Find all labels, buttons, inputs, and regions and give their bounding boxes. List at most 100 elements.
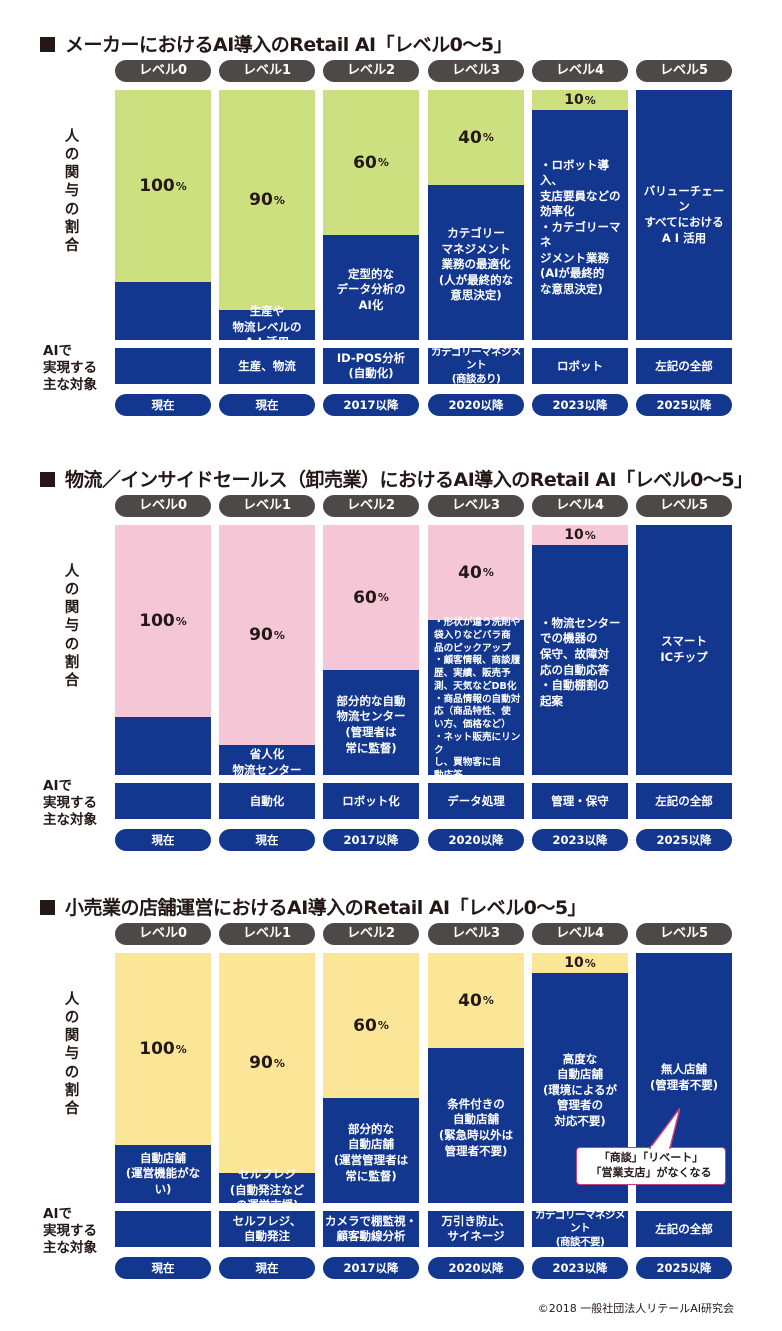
ai-target-cell: 左記の全部 [636, 1211, 732, 1247]
year-label: 2017以降 [323, 394, 419, 416]
ai-share-bar: 60% 定型的な データ分析の AI化 [323, 90, 419, 340]
ai-target-row-label: AIで 実現する 主な対象 [43, 778, 97, 828]
ai-target-cell: 管理・保守 [532, 783, 628, 819]
ai-description: ・形状が違う洗剤や 袋入りなどバラ商 品のピックアップ ・顧客情報、商談履 歴、… [434, 617, 521, 782]
level-label: レベル0 [115, 60, 211, 82]
year-label: 現在 [115, 1257, 211, 1279]
human-share-value: 100 [139, 176, 175, 196]
ai-description: 部分的な 自動店舗 (運営管理者は 常に監督) [333, 1121, 409, 1183]
year-label: 現在 [115, 829, 211, 851]
percent-sign: % [175, 1042, 187, 1056]
percent-sign: % [584, 93, 596, 107]
level-label: レベル1 [219, 495, 315, 517]
ai-target-cell: ロボット [532, 348, 628, 384]
level-label: レベル0 [115, 495, 211, 517]
year-label: 2020以降 [428, 394, 524, 416]
year-label: 2023以降 [532, 1257, 628, 1279]
ai-description: 定型的な データ分析の AI化 [336, 266, 406, 312]
callout-line-2: 「営業支店」がなくなる [590, 1166, 712, 1180]
human-share-bar: 10% [532, 953, 628, 973]
section-title: 物流／インサイドセールス（卸売業）におけるAI導入のRetail AI「レベル0… [40, 465, 753, 492]
ai-target-cell: ロボット化 [323, 783, 419, 819]
year-label: 2025以降 [636, 1257, 732, 1279]
ai-target-cell: ID-POS分析 (自動化) [323, 348, 419, 384]
ai-target-cell [115, 348, 211, 384]
ai-description: 省人化 物流センター [232, 746, 302, 777]
ai-target-cell: カメラで棚監視・ 顧客動線分析 [323, 1211, 419, 1247]
ai-description: 条件付きの 自動店舗 (緊急時以外は 管理者不要) [438, 1096, 514, 1158]
year-label: 2020以降 [428, 1257, 524, 1279]
human-share-axis-label: 人 の 関 与 の 割 合 [64, 129, 80, 254]
ai-target-cell [115, 1211, 211, 1247]
year-label: 2025以降 [636, 829, 732, 851]
year-label: 2025以降 [636, 394, 732, 416]
callout-line-1: 「商談」「リベート」 [598, 1151, 704, 1164]
ai-target-row-label: AIで 実現する 主な対象 [43, 343, 97, 393]
ai-description: 生産や 物流レベルの A I 活用 [232, 304, 302, 350]
human-share-bar: 40% [428, 525, 524, 620]
human-share-value: 90 [249, 190, 273, 210]
level-label: レベル1 [219, 923, 315, 945]
ai-description: ・ロボット導入、 支店要員などの 効率化 ・カテゴリーマネ ジメント業務 (AI… [540, 157, 621, 296]
section-title: メーカーにおけるAI導入のRetail AI「レベル0〜5」 [40, 30, 513, 57]
ai-share-bar: 60% 部分的な 自動店舗 (運営管理者は 常に監督) [323, 953, 419, 1203]
level-label: レベル3 [428, 923, 524, 945]
section-title-text: 物流／インサイドセールス（卸売業）におけるAI導入のRetail AI「レベル0… [65, 469, 753, 491]
percent-sign: % [482, 131, 494, 144]
ai-target-cell: 万引き防止、 サイネージ [428, 1211, 524, 1247]
human-share-value: 10 [564, 527, 584, 543]
human-share-value: 60 [353, 152, 377, 173]
human-share-axis-label: 人 の 関 与 の 割 合 [64, 564, 80, 689]
level-label: レベル0 [115, 923, 211, 945]
level-label: レベル3 [428, 60, 524, 82]
human-share-value: 90 [249, 625, 273, 645]
ai-target-cell: セルフレジ、 自動発注 [219, 1211, 315, 1247]
ai-target-row-label: AIで 実現する 主な対象 [43, 1206, 97, 1256]
year-label: 2020以降 [428, 829, 524, 851]
callout-pointer [648, 1108, 680, 1149]
square-bullet-icon [40, 37, 55, 52]
human-share-value: 10 [564, 92, 584, 108]
year-label: 現在 [219, 829, 315, 851]
ai-description: カテゴリー マネジメント 業務の最適化 (人が最終的な 意思決定) [438, 226, 514, 303]
human-share-value: 40 [458, 562, 482, 583]
ai-share-bar: 90% 生産や 物流レベルの A I 活用 [219, 90, 315, 350]
ai-description: スマート ICチップ [660, 634, 708, 664]
level-label: レベル5 [636, 60, 732, 82]
human-share-value: 40 [458, 990, 482, 1011]
human-share-value: 10 [564, 955, 584, 971]
ai-target-cell: 自動化 [219, 783, 315, 819]
level-label: レベル3 [428, 495, 524, 517]
ai-share-bar: 100% [115, 525, 211, 775]
year-label: 現在 [219, 394, 315, 416]
human-share-bar: 40% [428, 90, 524, 185]
human-share-value: 100 [139, 1039, 175, 1059]
percent-sign: % [273, 628, 285, 642]
ai-share-bar: バリューチェーン すべてにおける A I 活用 [636, 90, 732, 340]
year-label: 現在 [115, 394, 211, 416]
ai-description: 部分的な自動 物流センター (管理者は 常に監督) [336, 693, 406, 755]
section-title-text: 小売業の店舗運営におけるAI導入のRetail AI「レベル0〜5」 [65, 897, 587, 919]
ai-description: 無人店舗 (管理者不要) [649, 1062, 718, 1092]
level-label: レベル4 [532, 495, 628, 517]
ai-target-cell: 生産、物流 [219, 348, 315, 384]
ai-target-cell [115, 783, 211, 819]
human-share-bar: 100% [115, 90, 211, 282]
level-label: レベル2 [323, 495, 419, 517]
percent-sign: % [377, 156, 389, 169]
section-title-text: メーカーにおけるAI導入のRetail AI「レベル0〜5」 [65, 34, 513, 56]
level-label: レベル5 [636, 923, 732, 945]
ai-description: バリューチェーン すべてにおける A I 活用 [643, 183, 725, 245]
ai-share-bar: 10% ・物流センター での機器の 保守、故障対 応の自動応答 ・自動棚割の 起案 [532, 525, 628, 775]
ai-share-bar: 100% [115, 90, 211, 340]
human-share-value: 40 [458, 127, 482, 148]
level-label: レベル5 [636, 495, 732, 517]
human-share-bar: 10% [532, 525, 628, 545]
human-share-bar: 60% [323, 525, 419, 670]
level-label: レベル2 [323, 923, 419, 945]
ai-description: 自動店舗 (運営機能がない) [125, 1150, 201, 1196]
level-label: レベル2 [323, 60, 419, 82]
human-share-value: 90 [249, 1053, 273, 1073]
human-share-value: 100 [139, 611, 175, 631]
ai-description: ・物流センター での機器の 保守、故障対 応の自動応答 ・自動棚割の 起案 [540, 615, 621, 708]
